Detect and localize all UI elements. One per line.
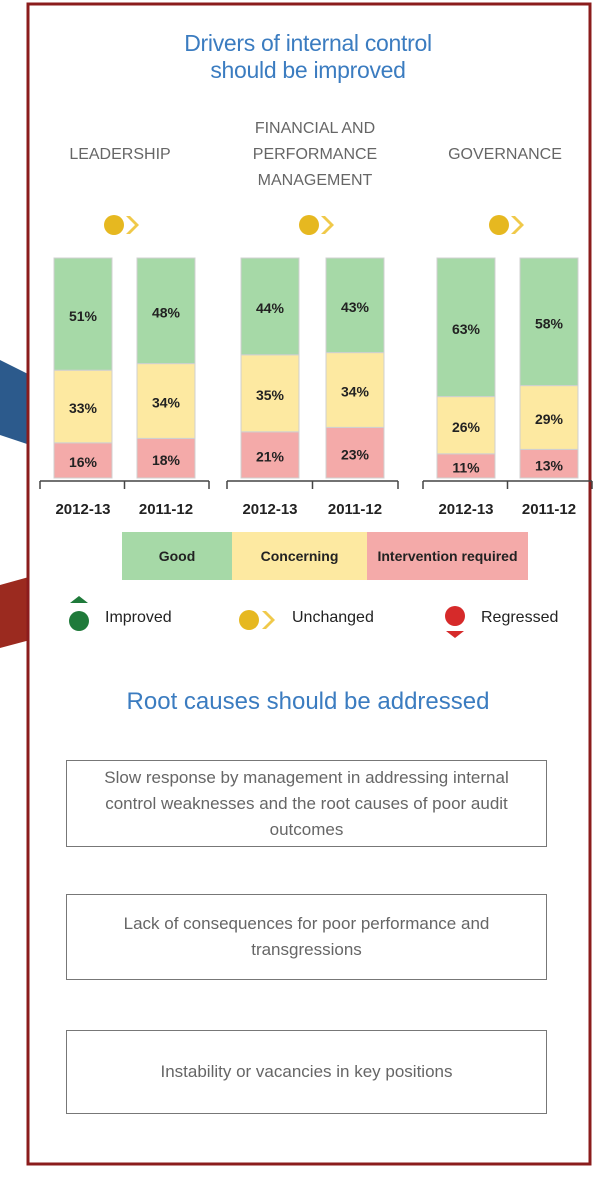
bar-segment [436, 453, 496, 479]
cause-box: Slow response by management in addressin… [66, 760, 547, 847]
data-label: 16% [69, 454, 98, 470]
data-label: 21% [256, 449, 285, 465]
bar-segment [325, 352, 385, 428]
data-label: 23% [341, 446, 370, 462]
status-icon [299, 215, 319, 235]
bar-segment [136, 363, 196, 439]
x-tick-label: 2012-13 [438, 501, 493, 518]
x-tick-label: 2011-12 [139, 501, 193, 518]
data-label: 43% [341, 299, 370, 315]
icon-improved [69, 596, 89, 631]
data-label: 63% [452, 321, 481, 337]
bar-segment [436, 257, 496, 398]
status-icon [489, 215, 509, 235]
data-label: 51% [69, 308, 98, 324]
legend-item: Good [122, 532, 232, 580]
data-label: 26% [452, 419, 481, 435]
data-label: 44% [256, 300, 285, 316]
frame [26, 2, 592, 1166]
data-label: 34% [341, 384, 370, 400]
data-label: 29% [535, 411, 564, 427]
status-label: Unchanged [292, 609, 374, 626]
data-label: 35% [256, 387, 285, 403]
icon-unchanged [239, 610, 275, 630]
status-icon [104, 215, 124, 235]
section-title: Root causes should be addressed [126, 688, 490, 715]
bar-segment [240, 257, 300, 356]
status-label: Improved [105, 609, 172, 626]
data-label: 34% [152, 395, 181, 411]
cause-box: Instability or vacancies in key position… [66, 1030, 547, 1114]
data-label: 33% [69, 400, 98, 416]
x-tick-label: 2011-12 [522, 501, 576, 518]
data-label: 18% [152, 452, 181, 468]
status-icon [126, 216, 139, 234]
status-label: Regressed [481, 609, 559, 626]
bar-segment [53, 257, 113, 371]
main-title: Drivers of internal control should be im… [184, 30, 432, 83]
group-title: GOVERNANCE [448, 146, 562, 163]
bar-segment [519, 257, 579, 387]
icon-regressed [445, 606, 465, 638]
bar-segment [519, 385, 579, 450]
cause-box: Lack of consequences for poor performanc… [66, 894, 547, 980]
legend-item: Concerning [232, 532, 367, 580]
x-tick-label: 2012-13 [55, 501, 110, 518]
bar-segment [325, 426, 385, 479]
data-label: 48% [152, 305, 181, 321]
status-icon [321, 216, 334, 234]
bar-segment [436, 396, 496, 455]
bar-segment [240, 354, 300, 433]
data-label: 11% [452, 460, 480, 476]
bar-segment [136, 437, 196, 479]
x-tick-label: 2012-13 [242, 501, 297, 518]
bar-segment [325, 257, 385, 354]
status-icon [511, 216, 524, 234]
x-tick-label: 2011-12 [328, 501, 382, 518]
data-label: 58% [535, 316, 564, 332]
bar-segment [53, 369, 113, 444]
group-title: LEADERSHIP [69, 146, 171, 163]
group-title: FINANCIAL AND PERFORMANCE MANAGEMENT [252, 120, 378, 189]
bar-segment [136, 257, 196, 365]
data-label: 13% [535, 457, 564, 473]
legend-item: Intervention required [367, 532, 528, 580]
bar-segment [53, 442, 113, 479]
